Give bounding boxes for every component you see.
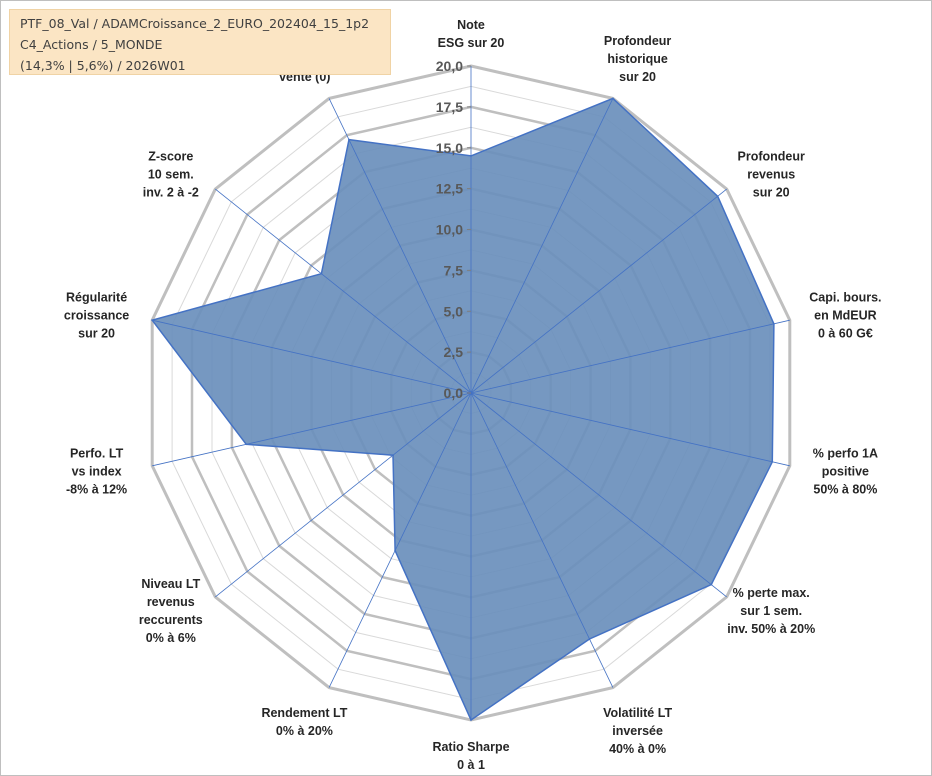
axis-label-4-line-1: positive bbox=[822, 464, 869, 478]
tick-label-3: 7,5 bbox=[444, 262, 464, 278]
tick-label-0: 0,0 bbox=[444, 385, 464, 401]
axis-label-12-line-0: Z-score bbox=[148, 150, 193, 164]
axis-label-12-line-2: inv. 2 à -2 bbox=[143, 186, 199, 200]
info-line-stats: (14,3% | 5,6%) / 2026W01 bbox=[20, 58, 186, 73]
tick-label-2: 5,0 bbox=[444, 303, 464, 319]
axis-label-1-line-0: Profondeur bbox=[604, 34, 671, 48]
axis-spoke-12 bbox=[215, 188, 472, 394]
axis-label-3-line-1: en MdEUR bbox=[814, 309, 877, 323]
tick-label-5: 12,5 bbox=[436, 181, 463, 197]
axis-label-5-line-0: % perte max. bbox=[733, 586, 810, 600]
axis-label-4-line-0: % perfo 1A bbox=[813, 446, 878, 460]
axis-label-4-line-2: 50% à 80% bbox=[813, 482, 877, 496]
axis-label-3-line-2: 0 à 60 G€ bbox=[818, 327, 873, 341]
axis-spoke-5 bbox=[470, 392, 727, 598]
axis-label-3-line-0: Capi. bours. bbox=[809, 291, 881, 305]
axis-label-2-line-1: revenus bbox=[747, 168, 795, 182]
tick-label-7: 17,5 bbox=[436, 99, 463, 115]
axis-label-2-line-0: Profondeur bbox=[738, 150, 805, 164]
axis-label-9-line-2: reccurents bbox=[139, 613, 203, 627]
axis-spoke-4 bbox=[470, 392, 790, 467]
axis-label-11-line-0: Régularité bbox=[66, 291, 127, 305]
axis-label-0-line-0: Note bbox=[457, 18, 485, 32]
radial-tick-labels: 0,0 2,5 5,0 7,5 10,0 12,5 15,0 17,5 20,0 bbox=[436, 58, 471, 401]
axis-spoke-1 bbox=[470, 98, 614, 394]
axis-spoke-13 bbox=[328, 98, 472, 394]
axis-label-10-line-1: vs index bbox=[72, 464, 122, 478]
axis-label-10-line-2: -8% à 12% bbox=[66, 482, 127, 496]
axis-label-1-line-2: sur 20 bbox=[619, 70, 656, 84]
axis-label-9-line-0: Niveau LT bbox=[141, 577, 200, 591]
axis-spokes bbox=[152, 66, 790, 720]
axis-label-10-line-0: Perfo. LT bbox=[70, 446, 124, 460]
tick-label-8: 20,0 bbox=[436, 58, 463, 74]
tick-label-4: 10,0 bbox=[436, 222, 463, 238]
tick-label-6: 15,0 bbox=[436, 140, 463, 156]
tick-label-1: 2,5 bbox=[444, 344, 464, 360]
axis-label-11-line-1: croissance bbox=[64, 309, 129, 323]
portfolio-info-box: PTF_08_Val / ADAMCroissance_2_EURO_20240… bbox=[9, 9, 391, 75]
axis-label-6-line-0: Volatilité LT bbox=[603, 706, 672, 720]
axis-spoke-6 bbox=[470, 392, 614, 688]
info-line-portfolio: PTF_08_Val / ADAMCroissance_2_EURO_20240… bbox=[20, 16, 370, 31]
info-line-category: C4_Actions / 5_MONDE bbox=[20, 37, 163, 52]
axis-label-11-line-2: sur 20 bbox=[78, 327, 115, 341]
axis-label-1-line-1: historique bbox=[607, 52, 667, 66]
axis-label-7-line-0: Ratio Sharpe bbox=[432, 740, 509, 754]
axis-label-0-line-1: ESG sur 20 bbox=[438, 36, 505, 50]
axis-spoke-2 bbox=[470, 188, 727, 394]
axis-spoke-10 bbox=[152, 392, 472, 467]
axis-label-7-line-1: 0 à 1 bbox=[457, 758, 485, 772]
axis-label-5-line-2: inv. 50% à 20% bbox=[727, 622, 815, 636]
axis-label-8-line-1: 0% à 20% bbox=[276, 724, 333, 738]
axis-spoke-11 bbox=[152, 319, 472, 394]
axis-spoke-8 bbox=[328, 392, 472, 688]
axis-spoke-9 bbox=[215, 392, 472, 598]
axis-label-8-line-0: Rendement LT bbox=[261, 706, 347, 720]
axis-label-2-line-2: sur 20 bbox=[753, 186, 790, 200]
axis-label-9-line-1: revenus bbox=[147, 595, 195, 609]
axis-spoke-3 bbox=[470, 319, 790, 394]
axis-label-6-line-1: inversée bbox=[612, 724, 663, 738]
axis-label-5-line-1: sur 1 sem. bbox=[740, 604, 802, 618]
axis-label-6-line-2: 40% à 0% bbox=[609, 742, 666, 756]
axis-label-12-line-1: 10 sem. bbox=[148, 168, 194, 182]
axis-label-9-line-3: 0% à 6% bbox=[146, 631, 196, 645]
